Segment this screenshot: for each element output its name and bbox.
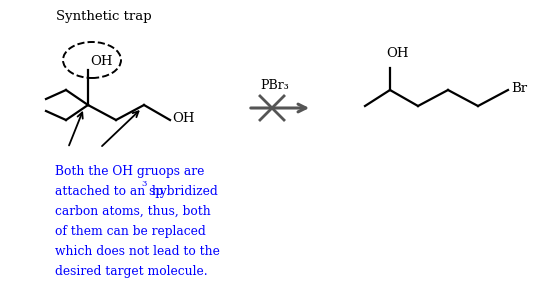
Text: PBr₃: PBr₃ (260, 79, 289, 92)
Text: hybridized: hybridized (148, 185, 218, 198)
Text: carbon atoms, thus, both: carbon atoms, thus, both (55, 205, 211, 218)
Text: Synthetic trap: Synthetic trap (56, 10, 152, 23)
Text: Br: Br (511, 82, 527, 95)
Text: attached to an sp: attached to an sp (55, 185, 163, 198)
Text: desired target molecule.: desired target molecule. (55, 265, 208, 278)
Text: of them can be replaced: of them can be replaced (55, 225, 206, 238)
Text: OH: OH (386, 47, 408, 60)
Text: Both the OH gruops are: Both the OH gruops are (55, 165, 204, 178)
Text: OH: OH (90, 55, 112, 68)
Text: which does not lead to the: which does not lead to the (55, 245, 220, 258)
Text: OH: OH (172, 112, 195, 125)
Text: 3: 3 (141, 180, 146, 188)
